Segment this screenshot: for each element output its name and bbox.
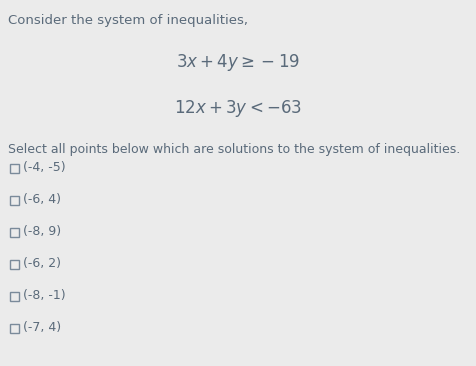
Bar (10, 259, 19, 269)
Text: (-7, 4): (-7, 4) (23, 321, 61, 335)
Text: (-4, -5): (-4, -5) (23, 161, 66, 175)
Text: Select all points below which are solutions to the system of inequalities.: Select all points below which are soluti… (8, 143, 459, 156)
Bar (10, 291, 19, 300)
Bar (10, 324, 19, 332)
Bar (10, 195, 19, 205)
Text: $12x + 3y < -63$: $12x + 3y < -63$ (174, 98, 301, 119)
Text: (-8, -1): (-8, -1) (23, 290, 66, 303)
Bar (10, 228, 19, 236)
Text: (-6, 4): (-6, 4) (23, 194, 61, 206)
Text: (-8, 9): (-8, 9) (23, 225, 61, 239)
Text: (-6, 2): (-6, 2) (23, 258, 61, 270)
Text: $3x + 4y \geq -19$: $3x + 4y \geq -19$ (176, 52, 299, 73)
Bar (10, 164, 19, 172)
Text: Consider the system of inequalities,: Consider the system of inequalities, (8, 14, 248, 27)
